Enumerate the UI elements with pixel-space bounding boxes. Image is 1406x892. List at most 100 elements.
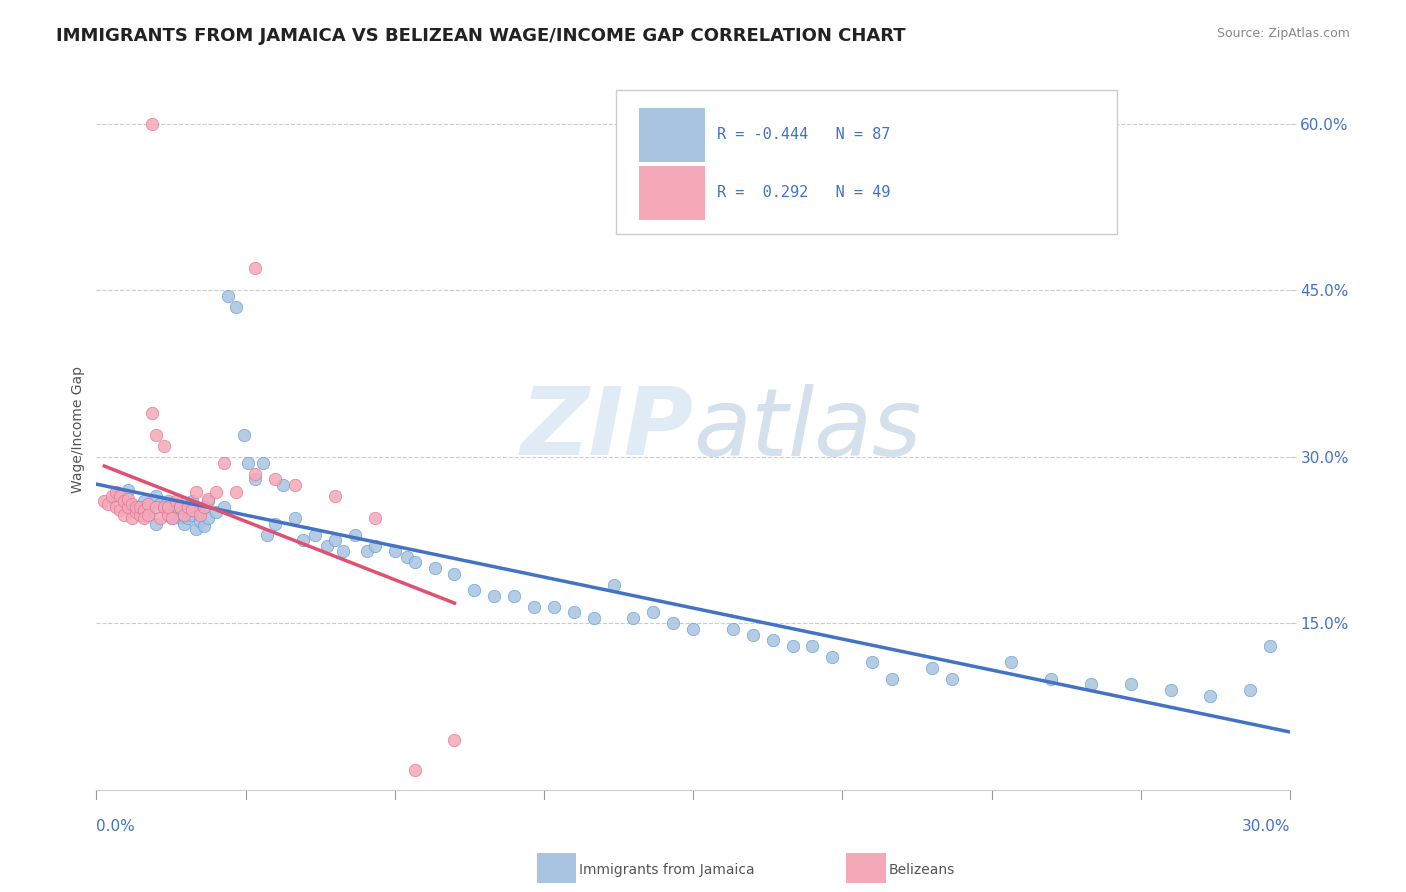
Point: [165, 508, 187, 522]
Point: [153, 500, 176, 514]
Point: [145, 516, 167, 531]
Point: [1000, 655, 1022, 669]
Point: [156, 494, 179, 508]
Point: [1258, 639, 1281, 653]
Point: [110, 503, 132, 517]
Point: [562, 605, 585, 619]
Point: [463, 583, 485, 598]
Point: [801, 639, 824, 653]
Point: [225, 300, 247, 314]
Text: 0.0%: 0.0%: [97, 819, 135, 834]
Text: IMMIGRANTS FROM JAMAICA VS BELIZEAN WAGE/INCOME GAP CORRELATION CHART: IMMIGRANTS FROM JAMAICA VS BELIZEAN WAGE…: [56, 27, 905, 45]
Point: [284, 477, 307, 491]
FancyBboxPatch shape: [616, 90, 1116, 235]
Point: [292, 533, 315, 548]
Point: [582, 611, 605, 625]
Text: R =  0.292   N = 49: R = 0.292 N = 49: [717, 186, 890, 200]
Point: [136, 506, 159, 520]
Point: [145, 500, 167, 514]
Point: [156, 508, 179, 522]
Point: [117, 492, 139, 507]
Point: [156, 508, 179, 522]
Point: [245, 261, 267, 276]
Point: [129, 500, 152, 514]
Point: [129, 508, 152, 522]
Point: [204, 506, 226, 520]
Point: [188, 514, 211, 528]
Point: [93, 494, 115, 508]
Point: [404, 763, 426, 777]
Point: [264, 472, 287, 486]
Point: [136, 497, 159, 511]
Point: [169, 500, 191, 514]
Point: [193, 500, 215, 514]
Point: [921, 661, 943, 675]
Point: [153, 500, 176, 514]
Point: [212, 456, 235, 470]
Point: [232, 427, 254, 442]
Point: [860, 655, 883, 669]
Point: [523, 599, 546, 614]
Point: [1239, 683, 1261, 698]
Point: [721, 622, 744, 636]
Point: [141, 406, 163, 420]
Point: [177, 500, 200, 514]
Point: [193, 500, 215, 514]
Point: [149, 511, 172, 525]
Point: [173, 508, 195, 522]
Point: [1080, 677, 1102, 691]
Text: R = -0.444   N = 87: R = -0.444 N = 87: [717, 128, 890, 143]
Point: [602, 577, 624, 591]
Point: [662, 616, 685, 631]
Point: [105, 489, 128, 503]
Text: Belizeans: Belizeans: [889, 863, 955, 877]
Point: [121, 497, 143, 511]
Point: [217, 289, 239, 303]
FancyBboxPatch shape: [640, 108, 704, 162]
Point: [482, 589, 505, 603]
Point: [941, 672, 963, 686]
Point: [1119, 677, 1142, 691]
Point: [197, 494, 219, 508]
Point: [252, 456, 274, 470]
Point: [145, 489, 167, 503]
Point: [180, 494, 202, 508]
Point: [323, 533, 346, 548]
Point: [304, 527, 326, 541]
Point: [105, 485, 128, 500]
Point: [643, 605, 665, 619]
Point: [105, 500, 128, 514]
Point: [1160, 683, 1182, 698]
Point: [149, 497, 172, 511]
Point: [273, 477, 295, 491]
Point: [245, 467, 267, 481]
Point: [316, 539, 339, 553]
Point: [180, 503, 202, 517]
Point: [356, 544, 378, 558]
Text: Source: ZipAtlas.com: Source: ZipAtlas.com: [1216, 27, 1350, 40]
Point: [364, 511, 387, 525]
Point: [443, 733, 465, 747]
Point: [323, 489, 346, 503]
Point: [132, 503, 155, 517]
Point: [245, 472, 267, 486]
Point: [125, 506, 148, 520]
Point: [145, 427, 167, 442]
Point: [141, 117, 163, 131]
Point: [110, 489, 132, 503]
Point: [184, 500, 207, 514]
Point: [169, 500, 191, 514]
Point: [682, 622, 704, 636]
Point: [125, 500, 148, 514]
Point: [132, 494, 155, 508]
Point: [212, 500, 235, 514]
Point: [160, 511, 183, 525]
Point: [543, 599, 565, 614]
Point: [112, 508, 135, 522]
Point: [101, 489, 124, 503]
Point: [423, 561, 446, 575]
Text: Immigrants from Jamaica: Immigrants from Jamaica: [579, 863, 755, 877]
Point: [284, 511, 307, 525]
Point: [821, 649, 844, 664]
Point: [132, 511, 155, 525]
